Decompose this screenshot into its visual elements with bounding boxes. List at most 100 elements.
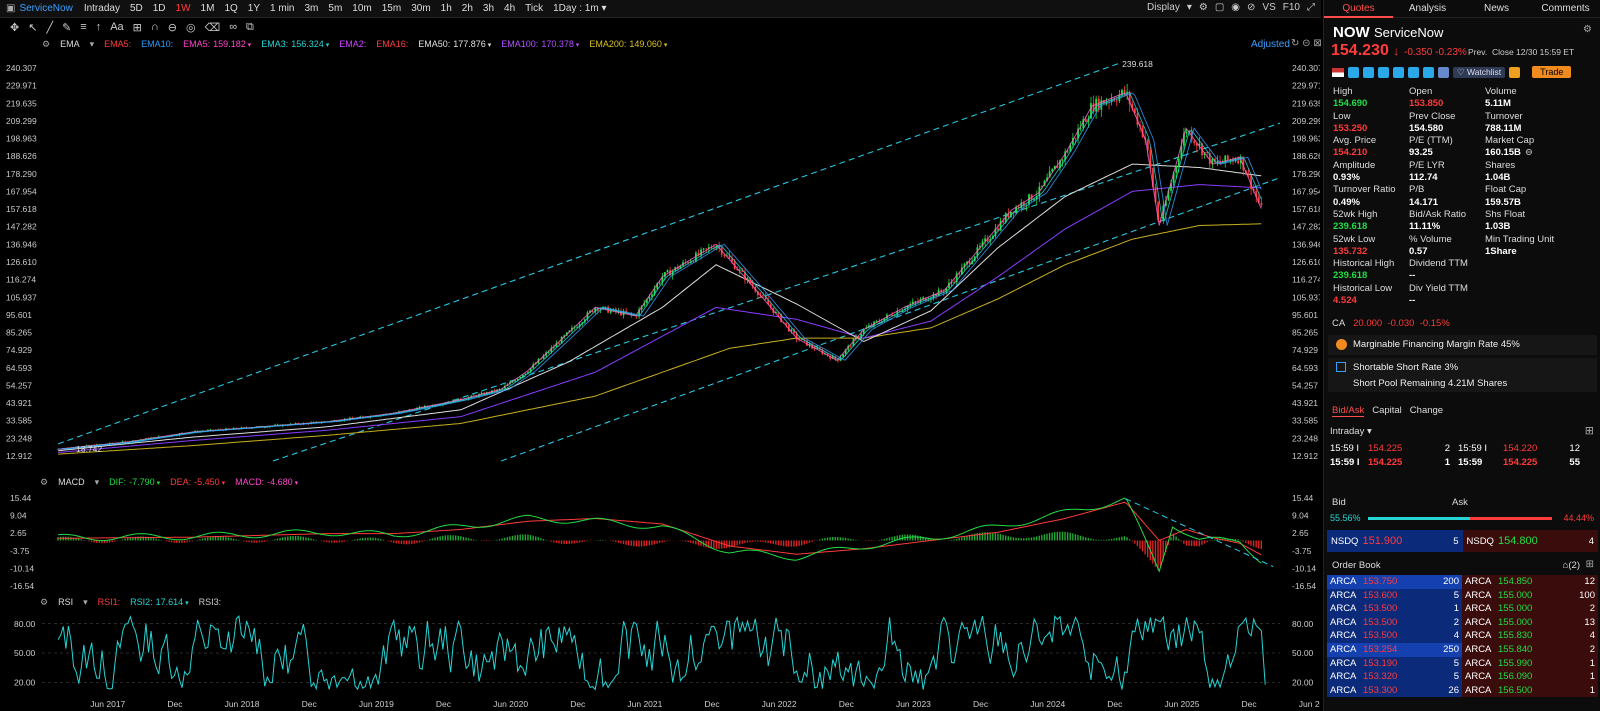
legend-item[interactable]: RSI3: xyxy=(199,597,222,607)
adjusted-label[interactable]: Adjusted xyxy=(1251,39,1290,50)
arrow-up-icon[interactable]: ↑ xyxy=(95,21,102,33)
legend-item[interactable]: EMA2: xyxy=(339,39,366,49)
magnet-icon[interactable]: ∩ xyxy=(150,21,159,33)
refresh-icon[interactable]: ↻ ⊝ ⊠ xyxy=(1291,38,1322,49)
feature-icon[interactable] xyxy=(1423,66,1434,78)
timeframe-1d[interactable]: 1D xyxy=(152,3,166,14)
feature-icon[interactable] xyxy=(1363,66,1374,78)
legend-item[interactable]: DEA: -5.450 ▾ xyxy=(170,477,225,487)
macd-name[interactable]: MACD xyxy=(58,477,85,487)
intraday-select[interactable]: Intraday ▾ xyxy=(1330,426,1372,437)
ema-name[interactable]: EMA xyxy=(60,39,80,49)
compare-icon[interactable]: ⊘ xyxy=(1247,2,1256,13)
bell-icon[interactable] xyxy=(1509,66,1521,78)
lock-icon[interactable]: ⊖ xyxy=(167,21,178,34)
tab-quotes[interactable]: Quotes xyxy=(1324,0,1393,18)
ticker-name[interactable]: ServiceNow xyxy=(19,3,73,14)
chevron-down-icon[interactable]: ▾ xyxy=(1186,2,1192,13)
price-chart[interactable]: 240.307 240.307 229.971 229.971 219.635 219.6… xyxy=(0,50,1320,480)
expand-icon[interactable]: ⤢ xyxy=(1307,2,1315,13)
line-tool-icon[interactable]: ╱ xyxy=(46,21,54,34)
feature-icon[interactable] xyxy=(1408,66,1419,78)
feature-icon[interactable] xyxy=(1393,66,1404,78)
feature-icon[interactable] xyxy=(1438,66,1449,78)
rsi-name[interactable]: RSI xyxy=(58,597,74,607)
order-book-row[interactable]: ARCA 153.300 26 ARCA 156.500 1 xyxy=(1327,683,1598,698)
timeframe-1y[interactable]: 1Y xyxy=(247,3,261,14)
settings-icon[interactable]: ⚙ xyxy=(40,476,49,487)
display-button[interactable]: Display xyxy=(1147,2,1180,13)
expand-icon[interactable]: ⊞ xyxy=(1584,425,1594,437)
feature-icon[interactable] xyxy=(1378,66,1389,78)
nsdq-ask[interactable]: NSDQ 154.800 4 xyxy=(1462,530,1598,552)
more-icon[interactable]: ⊖ xyxy=(1524,147,1533,159)
order-book-count[interactable]: ⌂(2) xyxy=(1562,560,1580,571)
vs-button[interactable]: VS xyxy=(1262,2,1276,13)
layers-icon[interactable]: ⧉ xyxy=(246,20,254,33)
tab-news[interactable]: News xyxy=(1483,3,1509,14)
timeframe-1m[interactable]: 1M xyxy=(200,3,215,14)
legend-item[interactable]: EMA3: 156.324 ▾ xyxy=(261,39,329,49)
settings-icon[interactable]: ⚙ xyxy=(42,38,51,49)
timeframe-15m[interactable]: 15m xyxy=(381,3,402,14)
timeframe-10m[interactable]: 10m xyxy=(352,3,372,14)
eye-icon[interactable]: ◎ xyxy=(186,21,196,34)
chevron-down-icon[interactable]: ▾ xyxy=(83,596,88,607)
tab-comments[interactable]: Comments xyxy=(1541,3,1590,14)
feature-icon[interactable] xyxy=(1348,66,1359,78)
margin-banner[interactable]: Marginable Financing Margin Rate 45% xyxy=(1328,335,1597,355)
gear-icon[interactable]: ⚙ xyxy=(1583,24,1592,35)
rsi-chart[interactable]: 80.00 80.00 50.00 50.00 20.00 20.00 xyxy=(0,610,1320,695)
order-book-row[interactable]: ARCA 153.254 250 ARCA 155.840 2 xyxy=(1327,642,1598,657)
subtab-change[interactable]: Change xyxy=(1409,405,1444,416)
order-book-row[interactable]: ARCA 153.190 5 ARCA 155.990 1 xyxy=(1327,656,1598,671)
timeframe-2h[interactable]: 2h xyxy=(461,3,473,14)
camera-icon[interactable]: ◉ xyxy=(1231,2,1241,13)
legend-item[interactable]: EMA5: 159.182 ▾ xyxy=(183,39,251,49)
watchlist-button[interactable]: ♡ Watchlist xyxy=(1453,66,1506,78)
legend-item[interactable]: RSI1: xyxy=(98,597,121,607)
legend-item[interactable]: RSI2: 17.614 ▾ xyxy=(130,597,189,607)
legend-item[interactable]: EMA200: 149.060 ▾ xyxy=(589,39,667,49)
order-book-row[interactable]: ARCA 153.600 5 ARCA 155.000 100 xyxy=(1327,588,1598,603)
timeframe-4h[interactable]: 4h xyxy=(504,3,516,14)
f10-button[interactable]: F10 xyxy=(1282,2,1300,13)
order-book-row[interactable]: ARCA 153.750 200 ARCA 154.850 12 xyxy=(1327,575,1598,589)
channel-tool-icon[interactable]: ≡ xyxy=(80,21,87,33)
order-book-row[interactable]: ARCA 153.320 5 ARCA 156.090 1 xyxy=(1327,670,1598,684)
subtab-capital[interactable]: Capital xyxy=(1372,405,1402,416)
link-icon[interactable]: ∞ xyxy=(229,21,238,33)
legend-item[interactable]: DIF: -7.790 ▾ xyxy=(109,477,160,487)
chevron-down-icon[interactable]: ▾ xyxy=(89,38,95,49)
layout-icon[interactable]: ▢ xyxy=(1214,2,1225,13)
legend-item[interactable]: EMA5: xyxy=(104,39,131,49)
macd-chart[interactable]: 15.44 15.44 9.04 9.04 2.65 2.65 -3.75 -3.75 -10.… xyxy=(0,488,1320,594)
legend-item[interactable]: MACD: -4.680 ▾ xyxy=(235,477,298,487)
order-book-row[interactable]: ARCA 153.500 2 ARCA 155.000 13 xyxy=(1327,615,1598,630)
timeframe-5d[interactable]: 5D xyxy=(129,3,143,14)
legend-item[interactable]: EMA50: 177.876 ▾ xyxy=(418,39,491,49)
gear-icon[interactable]: ⚙ xyxy=(1198,2,1208,13)
timeframe-30m[interactable]: 30m xyxy=(411,3,431,14)
timeframe-tick[interactable]: Tick xyxy=(525,3,544,14)
timeframe-3m[interactable]: 3m xyxy=(304,3,319,14)
timeframe-3h[interactable]: 3h xyxy=(482,3,495,14)
brush-icon[interactable]: ✎ xyxy=(62,21,72,34)
grid-icon[interactable]: ⊞ xyxy=(1585,559,1594,570)
short-banner[interactable]: Shortable Short Rate 3% Short Pool Remai… xyxy=(1328,358,1597,392)
legend-item[interactable]: EMA100: 170.378 ▾ xyxy=(501,39,579,49)
timeframe-1w[interactable]: 1W xyxy=(175,3,191,14)
order-book-row[interactable]: ARCA 153.500 1 ARCA 155.000 2 xyxy=(1327,602,1598,616)
timeframe-1-min[interactable]: 1 min xyxy=(270,3,295,14)
timeframe-1q[interactable]: 1Q xyxy=(224,3,238,14)
tab-analysis[interactable]: Analysis xyxy=(1408,3,1447,14)
legend-item[interactable]: EMA16: xyxy=(376,39,408,49)
legend-item[interactable]: EMA10: xyxy=(141,39,173,49)
measure-icon[interactable]: ⊞ xyxy=(132,21,142,34)
interval-select[interactable]: 1Day : 1m ▾ xyxy=(553,3,607,14)
chevron-down-icon[interactable]: ▾ xyxy=(94,476,100,487)
nsdq-bid[interactable]: NSDQ 151.900 5 xyxy=(1327,530,1463,552)
window-icon[interactable]: ▣ xyxy=(6,3,16,14)
trade-button[interactable]: Trade xyxy=(1532,66,1572,78)
order-book-row[interactable]: ARCA 153.500 4 ARCA 155.830 4 xyxy=(1327,629,1598,643)
